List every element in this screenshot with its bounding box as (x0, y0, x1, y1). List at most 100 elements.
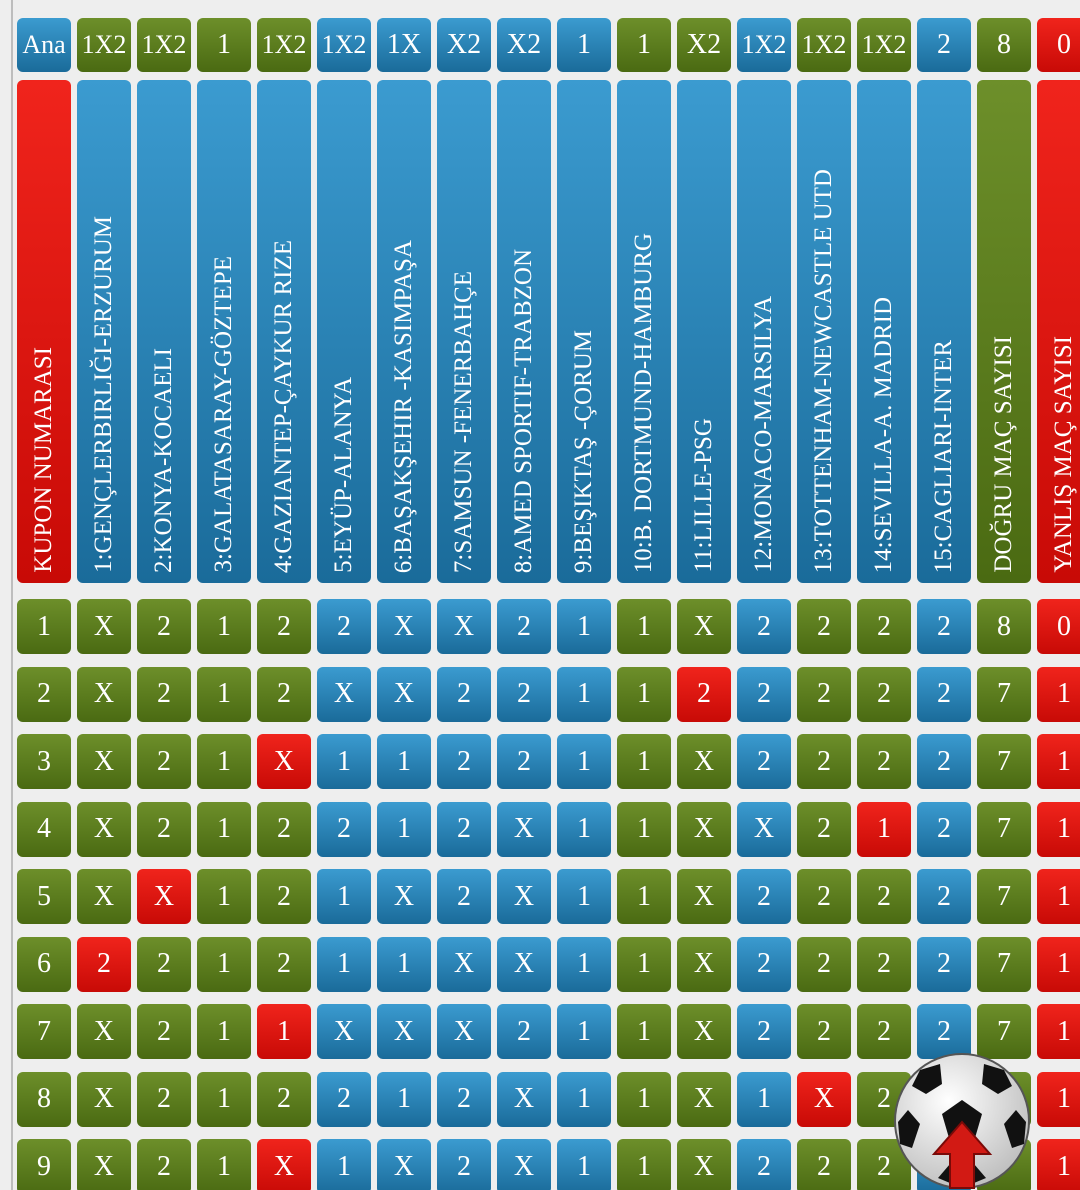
table-cell: 2 (737, 599, 791, 654)
table-cell: X (497, 869, 551, 924)
table-cell: 1 (197, 599, 251, 654)
table-cell: 1 (197, 801, 251, 857)
column-header: 8:AMED SPORTIF-TRABZON (497, 80, 551, 583)
table-cell: 1 (557, 666, 611, 722)
table-cell: 2 (137, 1071, 191, 1127)
table-cell: X (257, 734, 311, 789)
table-cell: 1 (557, 869, 611, 924)
table-cell: 1 (617, 869, 671, 924)
table-cell: 2 (857, 1004, 911, 1059)
header-label: 12:MONACO-MARSILYA (750, 296, 777, 573)
table-cell: 2 (437, 666, 491, 722)
table-cell: 1 (197, 936, 251, 992)
header-label: 11:LILLE-PSG (690, 418, 717, 573)
table-cell: 2 (797, 734, 851, 789)
table-cell: 2 (437, 801, 491, 857)
table-cell: 2 (137, 599, 191, 654)
table-cell: 2 (737, 936, 791, 992)
table-cell: 1 (557, 1004, 611, 1059)
table-cell: 2 (797, 666, 851, 722)
header-label: 9:BEŞIKTAŞ -ÇORUM (570, 329, 597, 573)
table-cell: 1 (317, 936, 371, 992)
table-cell: 7 (977, 869, 1031, 924)
top-cell: 1 (197, 18, 251, 72)
table-cell: X (437, 1004, 491, 1059)
column-header: 9:BEŞIKTAŞ -ÇORUM (557, 80, 611, 583)
column-header: 5:EYÜP-ALANYA (317, 80, 371, 583)
table-cell: 1 (617, 666, 671, 722)
table-cell: 2 (857, 869, 911, 924)
top-cell: 0 (1037, 18, 1080, 72)
table-cell: 2 (497, 734, 551, 789)
table-cell: 1 (17, 599, 71, 654)
column-header: KUPON NUMARASI (17, 80, 71, 583)
table-cell: X (137, 869, 191, 924)
table-cell: 1 (197, 734, 251, 789)
table-cell: 2 (497, 666, 551, 722)
table-cell: 1 (197, 869, 251, 924)
table-cell: 2 (917, 869, 971, 924)
table-cell: 2 (797, 1004, 851, 1059)
top-cell: 1X2 (77, 18, 131, 72)
header-label: 4:GAZIANTEP-ÇAYKUR RIZE (270, 239, 297, 573)
table-cell: 2 (497, 599, 551, 654)
column-header: 10:B. DORTMUND-HAMBURG (617, 80, 671, 583)
table-cell: X (677, 1004, 731, 1059)
table-cell: 2 (797, 599, 851, 654)
table-cell: X (497, 801, 551, 857)
table-cell: X (77, 869, 131, 924)
table-cell: 2 (857, 734, 911, 789)
table-cell: 1 (317, 734, 371, 789)
header-label: 14:SEVILLA-A. MADRID (870, 296, 897, 573)
table-cell: 2 (257, 936, 311, 992)
column-header: 3:GALATASARAY-GÖZTEPE (197, 80, 251, 583)
header-label: 10:B. DORTMUND-HAMBURG (630, 232, 657, 573)
top-cell: 1 (557, 18, 611, 72)
table-cell: 2 (917, 666, 971, 722)
table-cell: 2 (857, 936, 911, 992)
column-header: YANLIŞ MAÇ SAYISI (1037, 80, 1080, 583)
table-cell: 4 (17, 801, 71, 857)
table-cell: 5 (17, 869, 71, 924)
column-header: 2:KONYA-KOCAELI (137, 80, 191, 583)
table-cell: X (77, 801, 131, 857)
table-cell: X (437, 599, 491, 654)
table-cell: X (77, 734, 131, 789)
table-cell: 2 (857, 666, 911, 722)
top-cell: 1X (377, 18, 431, 72)
header-label: 13:TOTTENHAM-NEWCASTLE UTD (810, 168, 837, 573)
header-label: DOĞRU MAÇ SAYISI (990, 336, 1017, 573)
table-cell: X (677, 1139, 731, 1190)
table-cell: 2 (737, 666, 791, 722)
top-cell: X2 (437, 18, 491, 72)
scroll-top-button[interactable] (890, 1052, 1035, 1190)
table-cell: 2 (437, 734, 491, 789)
table-cell: X (677, 801, 731, 857)
table-cell: X (497, 936, 551, 992)
table-cell: 2 (317, 801, 371, 857)
table-cell: 2 (257, 666, 311, 722)
table-cell: X (497, 1071, 551, 1127)
column-header: 4:GAZIANTEP-ÇAYKUR RIZE (257, 80, 311, 583)
table-cell: 1 (1037, 1004, 1080, 1059)
table-cell: 1 (557, 734, 611, 789)
table-cell: 2 (917, 599, 971, 654)
table-cell: 1 (557, 936, 611, 992)
table-cell: 1 (197, 1139, 251, 1190)
table-cell: 2 (917, 936, 971, 992)
table-cell: 2 (797, 801, 851, 857)
header-label: 6:BAŞAKŞEHIR -KASIMPAŞA (390, 239, 417, 573)
table-cell: 3 (17, 734, 71, 789)
table-cell: X (437, 936, 491, 992)
table-cell: 2 (257, 1071, 311, 1127)
top-cell: 1X2 (797, 18, 851, 72)
table-cell: 1 (737, 1071, 791, 1127)
table-cell: 6 (17, 936, 71, 992)
table-cell: 2 (137, 936, 191, 992)
table-cell: 2 (137, 1004, 191, 1059)
table-cell: X (377, 869, 431, 924)
table-cell: 0 (1037, 599, 1080, 654)
table-cell: 2 (137, 666, 191, 722)
top-cell: 8 (977, 18, 1031, 72)
